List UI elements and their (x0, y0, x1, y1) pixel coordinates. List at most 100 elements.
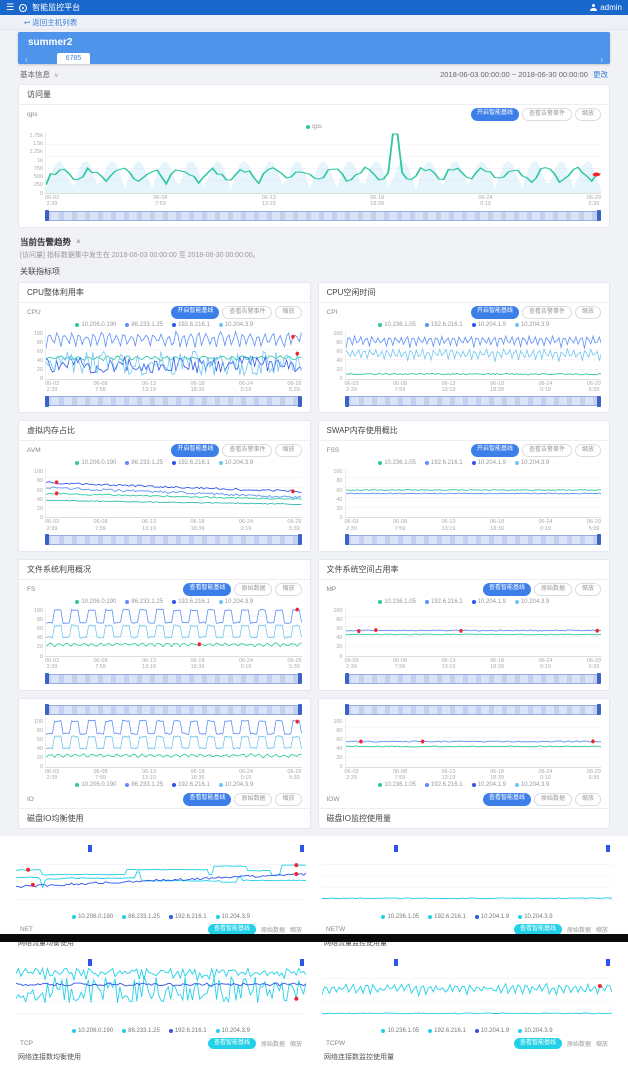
bottom-chart[interactable] (322, 967, 612, 1026)
brush-bar[interactable] (45, 534, 302, 546)
brush-handle-left[interactable] (344, 704, 349, 715)
legend-item[interactable]: 86.233.1.25 (125, 599, 163, 605)
brush-handle-left[interactable] (45, 210, 49, 222)
brush-handle-right[interactable] (297, 704, 302, 715)
zoom-handle-icon[interactable] (393, 845, 398, 853)
brush-handle-left[interactable] (344, 673, 349, 684)
legend-item[interactable]: 192.6.216.1 (168, 914, 207, 920)
legend-item[interactable]: 10.204.3.9 (514, 322, 549, 328)
legend-item[interactable]: 86.233.1.25 (125, 782, 163, 788)
legend-item[interactable]: 10.204.3.9 (218, 599, 253, 605)
legend-item[interactable]: 192.6.216.1 (172, 460, 210, 466)
baseline-button[interactable]: 查看智能基线 (207, 1038, 256, 1050)
zoom-handle-icon[interactable] (606, 845, 610, 853)
visits-chart[interactable] (45, 132, 601, 194)
legend-item[interactable]: 192.6.216.1 (424, 322, 463, 328)
alert-section-header[interactable]: 当前告警趋势 ∧ (18, 228, 610, 250)
events-button[interactable]: 原始数据 (234, 582, 273, 596)
hamburger-menu-icon[interactable]: ☰ (6, 2, 15, 12)
events-button[interactable]: 查看告警事件 (222, 444, 273, 458)
brush-bar[interactable] (344, 534, 601, 546)
raw-data-link[interactable]: 原始数据 (260, 928, 285, 935)
legend-item[interactable]: 10.204.1.9 (474, 914, 509, 920)
legend-item[interactable]: 192.6.216.1 (168, 1028, 207, 1034)
zoom-link[interactable]: 缩放 (289, 1042, 302, 1049)
legend-item[interactable]: 10.204.3.9 (218, 322, 253, 328)
tab-active[interactable]: 6785 (56, 53, 91, 64)
zoom-button[interactable]: 缩放 (275, 444, 302, 458)
events-button[interactable]: 原始数据 (533, 582, 572, 596)
legend-item[interactable]: 192.6.216.1 (172, 599, 210, 605)
raw-data-link[interactable]: 原始数据 (260, 1042, 285, 1049)
baseline-button[interactable]: 开启智能基线 (171, 305, 220, 319)
brush-bar[interactable] (45, 673, 302, 684)
zoom-link[interactable]: 缩放 (595, 928, 608, 935)
legend-item[interactable]: 192.6.216.1 (172, 782, 210, 788)
metric-chart[interactable] (344, 717, 602, 768)
brush-bar[interactable] (45, 210, 601, 222)
brush-handle-right[interactable] (597, 395, 601, 407)
zoom-handle-icon[interactable] (87, 959, 92, 967)
baseline-button[interactable]: 查看智能基线 (513, 924, 562, 936)
legend-item[interactable]: 86.233.1.25 (122, 914, 160, 920)
raw-data-link[interactable]: 原始数据 (566, 928, 591, 935)
legend-item[interactable]: 10.206.0.190 (75, 322, 116, 328)
brush-handle-left[interactable] (344, 395, 349, 407)
legend-item[interactable]: 10.204.3.9 (215, 1028, 250, 1034)
legend-item[interactable]: 10.204.3.9 (518, 1028, 553, 1034)
legend-item[interactable]: qps (306, 124, 322, 130)
zoom-handle-icon[interactable] (606, 959, 610, 967)
metric-chart[interactable] (344, 329, 602, 380)
legend-item[interactable]: 192.6.216.1 (424, 599, 463, 605)
brush-bar[interactable] (344, 673, 601, 684)
legend-item[interactable]: 10.204.3.9 (218, 782, 253, 788)
brush-handle-left[interactable] (45, 534, 49, 546)
brush-handle-right[interactable] (597, 534, 601, 546)
metric-chart[interactable] (344, 606, 602, 657)
brush-handle-right[interactable] (597, 210, 601, 222)
zoom-handle-icon[interactable] (300, 845, 304, 853)
legend-item[interactable]: 192.6.216.1 (172, 322, 210, 328)
legend-item[interactable]: 10.236.1.05 (378, 460, 416, 466)
change-date-link[interactable]: 更改 (593, 70, 608, 79)
zoom-button[interactable]: 缩放 (574, 582, 601, 596)
user-name[interactable]: admin (600, 3, 622, 12)
events-button[interactable]: 查看告警事件 (521, 305, 572, 319)
brush-handle-left[interactable] (45, 673, 49, 684)
events-button[interactable]: 查看告警事件 (521, 444, 572, 458)
legend-item[interactable]: 10.206.0.190 (75, 782, 116, 788)
metric-chart[interactable] (45, 717, 302, 768)
zoom-link[interactable]: 缩放 (289, 928, 302, 935)
brush-bar[interactable] (45, 704, 302, 715)
zoom-link[interactable]: 缩放 (595, 1042, 608, 1049)
bottom-chart[interactable] (322, 853, 612, 912)
back-link[interactable]: ↩ 返回主机列表 (24, 17, 77, 28)
legend-item[interactable]: 10.236.1.05 (378, 782, 416, 788)
brush-handle-left[interactable] (45, 395, 49, 407)
baseline-button[interactable]: 查看智能基线 (207, 924, 256, 936)
bottom-chart[interactable] (16, 967, 306, 1026)
metric-chart[interactable] (45, 606, 302, 657)
baseline-button[interactable]: 开启智能基线 (171, 444, 220, 458)
brush-handle-left[interactable] (344, 534, 349, 546)
raw-data-link[interactable]: 原始数据 (566, 1042, 591, 1049)
legend-item[interactable]: 10.236.1.05 (381, 1028, 419, 1034)
legend-item[interactable]: 10.204.1.9 (471, 782, 506, 788)
bottom-chart[interactable] (16, 853, 306, 912)
baseline-button[interactable]: 开启智能基线 (470, 108, 519, 121)
zoom-button[interactable]: 缩放 (574, 108, 601, 121)
legend-item[interactable]: 10.206.0.190 (72, 1028, 113, 1034)
legend-item[interactable]: 10.204.1.9 (471, 460, 506, 466)
legend-item[interactable]: 10.204.3.9 (215, 914, 250, 920)
zoom-button[interactable]: 缩放 (574, 793, 601, 807)
zoom-button[interactable]: 缩放 (275, 305, 302, 319)
legend-item[interactable]: 10.236.1.05 (378, 322, 416, 328)
baseline-button[interactable]: 查看智能基线 (482, 582, 531, 596)
zoom-button[interactable]: 缩放 (275, 582, 302, 596)
events-button[interactable]: 原始数据 (533, 793, 572, 807)
brush-handle-right[interactable] (597, 673, 601, 684)
zoom-handle-icon[interactable] (87, 845, 92, 853)
legend-item[interactable]: 192.6.216.1 (428, 914, 466, 920)
legend-item[interactable]: 10.204.3.9 (514, 599, 549, 605)
zoom-handle-icon[interactable] (300, 959, 304, 967)
